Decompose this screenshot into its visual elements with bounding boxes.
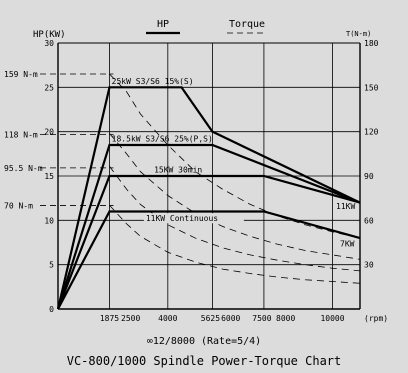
series-label: 15KW 30min	[154, 165, 202, 174]
power-curves	[56, 86, 361, 310]
left-tick-label: 15	[44, 172, 54, 181]
torque-marker-label: 95.5 N-m	[4, 164, 43, 173]
torque-marker-label: 70 N-m	[4, 202, 33, 211]
right-tick-label: 180	[364, 39, 379, 48]
x-tick-label: 4000	[158, 314, 177, 323]
right-tick-label: 150	[364, 83, 379, 92]
left-tick-label: 20	[44, 128, 54, 137]
left-tick-label: 5	[49, 261, 54, 270]
right-axis-title: T(N-m)	[346, 30, 371, 38]
series-label: 11KW Continuous	[146, 214, 218, 223]
left-tick-label: 30	[44, 39, 54, 48]
power-series-line	[57, 210, 361, 310]
x-tick-label: 10000	[320, 314, 344, 323]
left-tick-label: 25	[44, 83, 54, 92]
x-tick-label: 1875	[100, 314, 119, 323]
chart-title: VC-800/1000 Spindle Power-Torque Chart	[67, 354, 342, 368]
right-tick-label: 60	[364, 216, 374, 225]
power-series-line	[56, 86, 361, 310]
left-tick-label: 10	[44, 216, 54, 225]
end-label: 11KW	[336, 202, 355, 211]
torque-curve	[109, 73, 361, 239]
right-tick-label: 90	[364, 172, 374, 181]
series-label-bg	[143, 213, 244, 224]
left-tick-label: 0	[49, 305, 54, 314]
x-tick-label: 6000	[221, 314, 240, 323]
axes	[57, 42, 361, 310]
power-series-line	[56, 143, 361, 310]
torque-marker-label: 118 N-m	[4, 131, 38, 140]
right-tick-label: 30	[364, 261, 374, 270]
x-tick-label: 2500	[121, 314, 140, 323]
x-tick-label: 7500	[252, 314, 271, 323]
chart-subtitle: ∞12/8000 (Rate=5/4)	[147, 336, 261, 347]
torque-curve	[109, 204, 361, 284]
x-tick-label: 8000	[276, 314, 295, 323]
x-unit-label: (rpm)	[364, 314, 388, 323]
right-tick-label: 120	[364, 128, 379, 137]
end-label: 7KW	[340, 239, 355, 248]
chart-labels: 159 N-m 118 N-m 95.5 N-m 70 N-m 25kW S3/S6 1…	[4, 19, 388, 368]
legend-torque: Torque	[229, 19, 265, 30]
torque-marker-label: 159 N-m	[4, 70, 38, 79]
torque-curve	[109, 133, 361, 260]
left-axis-title: HP(KW)	[33, 30, 66, 40]
legend-hp: HP	[157, 19, 169, 30]
series-label: 25kW S3/S6 15%(S)	[112, 77, 194, 86]
power-series-line	[56, 174, 361, 310]
torque-curve	[109, 166, 361, 272]
series-label: 18.5kW S3/S6 25%(P,S)	[112, 134, 213, 143]
x-tick-label: 5625	[201, 314, 220, 323]
